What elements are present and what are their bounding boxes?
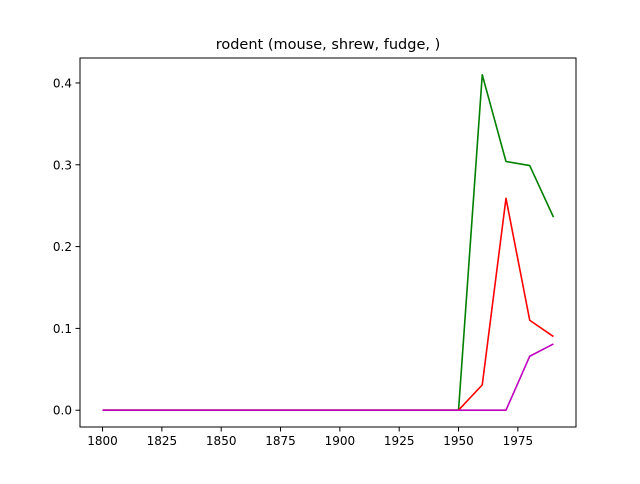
axes-layer: 1800 1825 1850 1875 1900 1925 1950 1975 0.0 0.1 0.… xyxy=(53,57,577,448)
x-tick-label: 1800 xyxy=(87,434,118,448)
x-tick-label: 1925 xyxy=(384,434,415,448)
y-tick-label: 0.0 xyxy=(53,404,72,418)
x-tick-label: 1900 xyxy=(325,434,356,448)
chart-title: rodent (mouse, shrew, fudge, ) xyxy=(216,37,441,53)
x-tick-label: 1950 xyxy=(443,434,474,448)
x-tick-label: 1875 xyxy=(265,434,296,448)
y-tick-label: 0.1 xyxy=(53,322,72,336)
series-line-2 xyxy=(102,343,554,412)
plot-frame xyxy=(79,57,577,428)
series-layer xyxy=(102,73,555,412)
x-tick-label: 1850 xyxy=(206,434,237,448)
y-tick-label: 0.4 xyxy=(53,76,72,90)
x-tick-label: 1975 xyxy=(503,434,534,448)
x-tick-label: 1825 xyxy=(147,434,178,448)
y-tick-label: 0.2 xyxy=(53,240,72,254)
y-tick-label: 0.3 xyxy=(53,158,72,172)
series-line-1 xyxy=(102,197,554,412)
